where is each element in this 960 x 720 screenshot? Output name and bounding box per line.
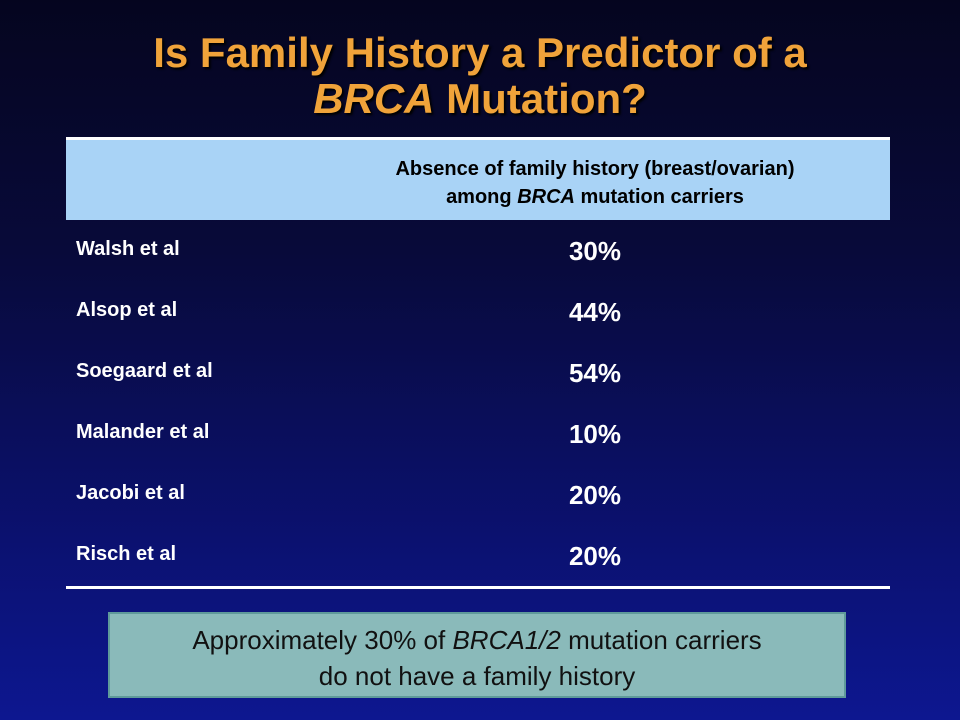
title-brca-italic: BRCA — [313, 75, 435, 122]
results-table: Absence of family history (breast/ovaria… — [66, 137, 890, 589]
study-value: 10% — [568, 419, 622, 449]
study-name: Malander et al — [76, 421, 210, 443]
summary-callout: Approximately 30% of BRCA1/2 mutation ca… — [108, 612, 846, 698]
study-name: Alsop et al — [76, 299, 178, 321]
table-row: Soegaard et al 54% — [66, 342, 890, 403]
table-body: Walsh et al 30% Alsop et al 44% Soegaard… — [66, 220, 890, 586]
callout-line-1: Approximately 30% of BRCA1/2 mutation ca… — [110, 622, 844, 658]
slide-title: Is Family History a Predictor of a BRCA … — [0, 30, 960, 122]
title-line-2: BRCA Mutation? — [0, 76, 960, 122]
table-header: Absence of family history (breast/ovaria… — [66, 140, 890, 220]
study-name: Jacobi et al — [76, 482, 185, 504]
callout-line-1-suffix: mutation carriers — [560, 625, 762, 655]
study-value: 54% — [568, 358, 622, 388]
table-header-text: Absence of family history (breast/ovaria… — [310, 155, 880, 211]
study-value: 30% — [568, 236, 622, 266]
table-row: Jacobi et al 20% — [66, 464, 890, 525]
title-line-2-rest: Mutation? — [434, 75, 647, 122]
table-row: Walsh et al 30% — [66, 220, 890, 281]
callout-brca-italic: BRCA1/2 — [452, 625, 561, 655]
header-brca-italic: BRCA — [517, 186, 575, 208]
study-value: 20% — [568, 480, 622, 510]
table-top-rule — [66, 137, 890, 140]
header-line-1: Absence of family history (breast/ovaria… — [395, 158, 795, 180]
callout-line-1-prefix: Approximately 30% of — [192, 625, 453, 655]
table-row: Risch et al 20% — [66, 525, 890, 586]
header-line-2-suffix: mutation carriers — [574, 186, 744, 208]
table-row: Alsop et al 44% — [66, 281, 890, 342]
table-bottom-rule — [66, 586, 890, 589]
study-name: Risch et al — [76, 543, 177, 565]
study-name: Soegaard et al — [76, 360, 213, 382]
header-line-2-prefix: among — [446, 186, 518, 208]
study-name: Walsh et al — [76, 238, 180, 260]
study-value: 44% — [568, 297, 622, 327]
header-line-2: among BRCA mutation carriers — [310, 183, 880, 211]
callout-line-2: do not have a family history — [318, 661, 636, 691]
table-row: Malander et al 10% — [66, 403, 890, 464]
study-value: 20% — [568, 541, 622, 571]
title-line-1: Is Family History a Predictor of a — [153, 29, 807, 76]
